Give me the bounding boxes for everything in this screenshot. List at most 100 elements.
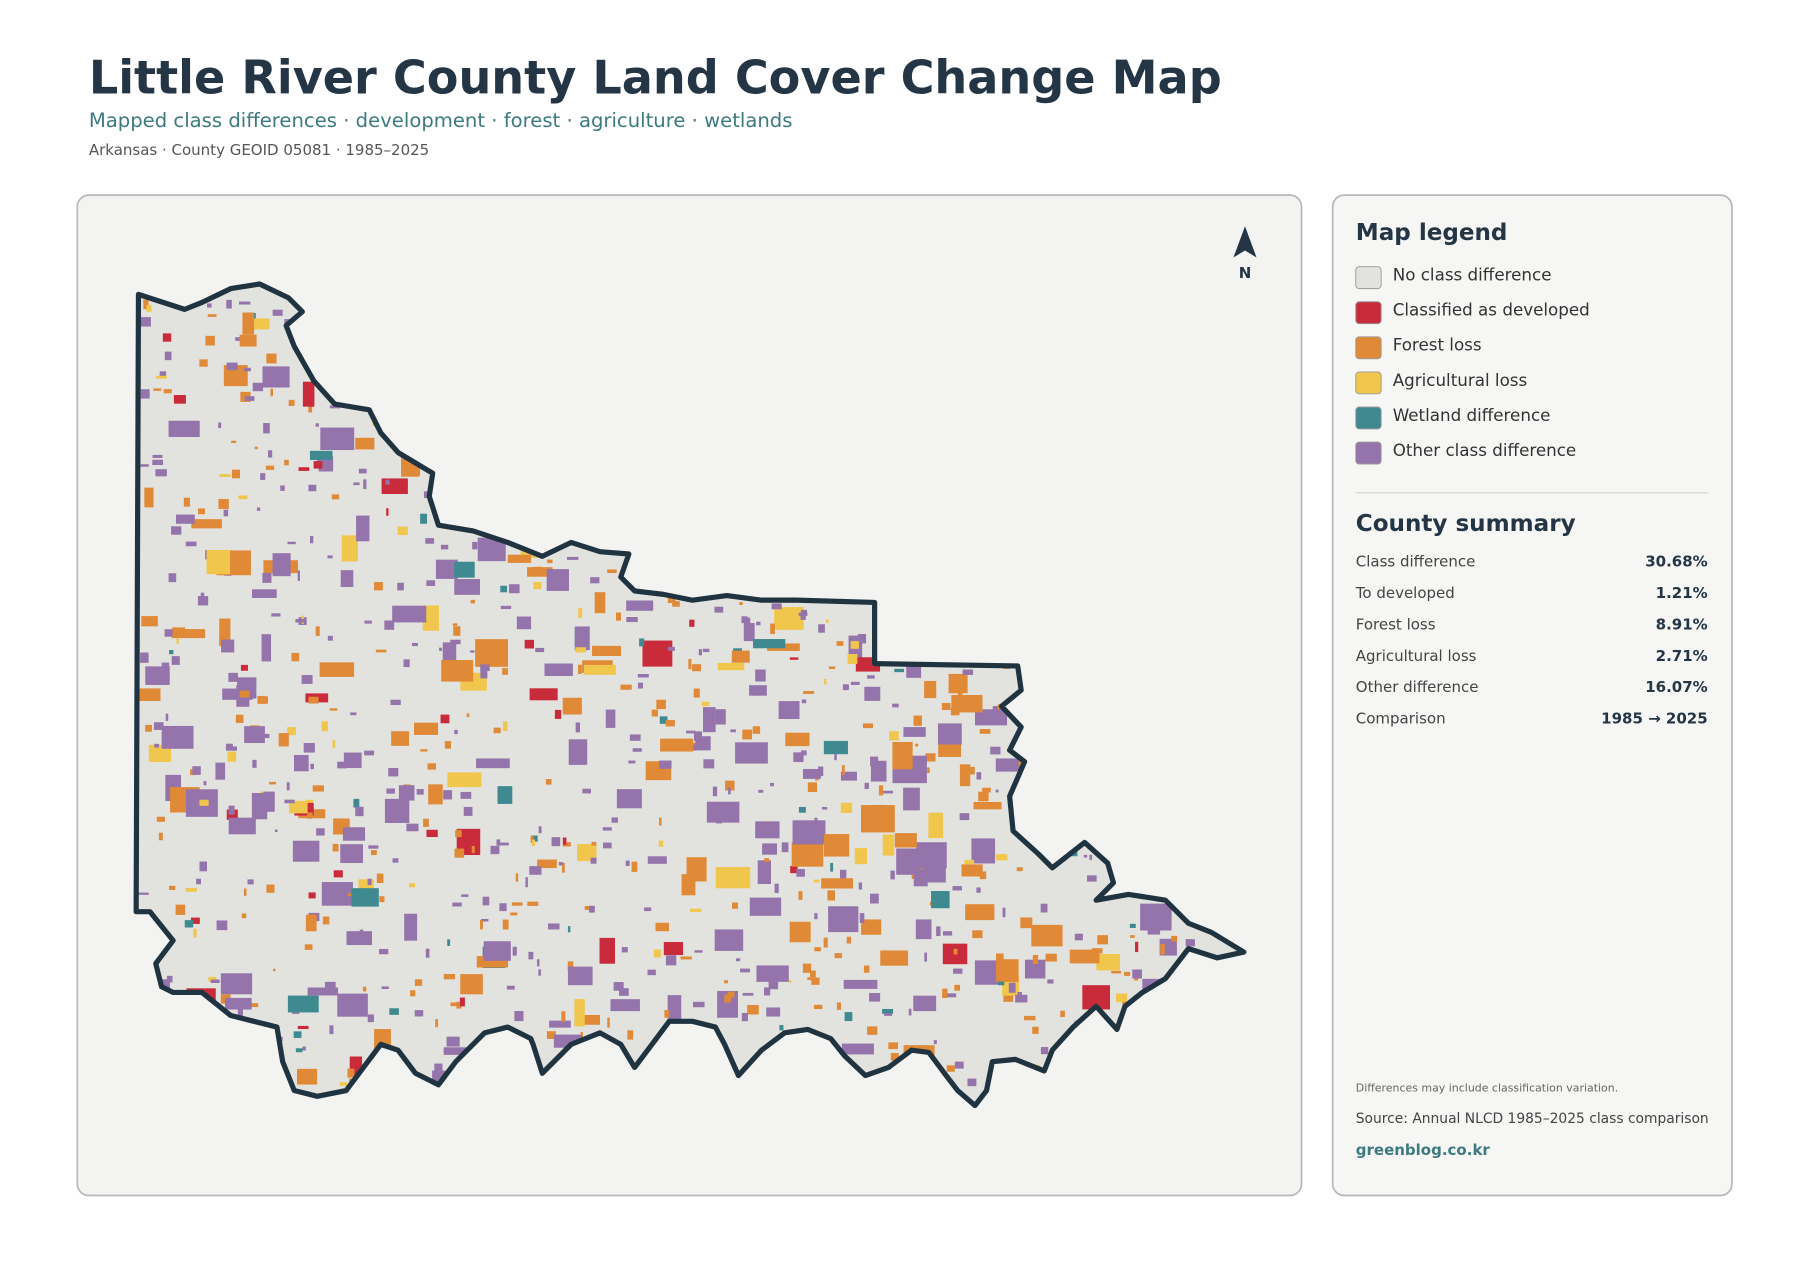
change-patch bbox=[847, 654, 858, 664]
change-patch bbox=[823, 834, 850, 857]
change-patch bbox=[611, 817, 618, 823]
change-patch bbox=[443, 1047, 469, 1055]
change-patch bbox=[615, 612, 621, 621]
change-patch bbox=[665, 720, 675, 727]
change-patch bbox=[925, 753, 936, 762]
change-patch bbox=[990, 746, 1001, 755]
change-patch bbox=[913, 995, 937, 1012]
change-patch bbox=[442, 642, 457, 666]
legend-label: Classified as developed bbox=[1393, 300, 1590, 320]
change-patch bbox=[976, 887, 981, 893]
change-patch bbox=[828, 906, 859, 933]
change-patch bbox=[913, 715, 922, 726]
change-patch bbox=[862, 723, 874, 729]
change-patch bbox=[252, 759, 257, 768]
change-patch bbox=[463, 806, 473, 816]
change-patch bbox=[287, 995, 319, 1013]
change-patch bbox=[667, 596, 676, 604]
change-patch bbox=[508, 584, 520, 594]
change-patch bbox=[329, 708, 338, 711]
change-patch bbox=[1087, 875, 1097, 882]
change-patch bbox=[1032, 954, 1039, 964]
change-patch bbox=[414, 1010, 424, 1017]
change-patch bbox=[575, 647, 587, 653]
change-patch bbox=[271, 613, 281, 617]
change-patch bbox=[297, 1025, 309, 1030]
change-patch bbox=[409, 883, 416, 888]
change-patch bbox=[755, 669, 766, 682]
change-patch bbox=[715, 709, 726, 725]
change-patch bbox=[466, 713, 470, 718]
change-patch bbox=[594, 592, 606, 614]
change-patch bbox=[619, 988, 629, 996]
change-patch bbox=[210, 979, 220, 983]
change-patch bbox=[942, 988, 948, 998]
change-patch bbox=[472, 541, 478, 550]
change-patch bbox=[568, 739, 588, 765]
legend-swatch bbox=[1355, 371, 1382, 395]
change-patch bbox=[972, 930, 983, 939]
change-patch bbox=[529, 688, 558, 701]
change-patch bbox=[453, 626, 461, 636]
change-patch bbox=[441, 660, 474, 682]
change-patch bbox=[1047, 979, 1054, 984]
change-patch bbox=[200, 592, 205, 602]
change-patch bbox=[261, 733, 270, 739]
change-patch bbox=[867, 1026, 878, 1035]
change-patch bbox=[577, 843, 597, 862]
change-patch bbox=[826, 619, 829, 623]
change-patch bbox=[864, 686, 881, 701]
change-patch bbox=[702, 648, 710, 653]
change-patch bbox=[524, 639, 534, 649]
change-patch bbox=[173, 395, 186, 404]
change-patch bbox=[965, 904, 995, 921]
change-patch bbox=[171, 629, 206, 639]
change-patch bbox=[496, 839, 501, 846]
change-patch bbox=[788, 980, 792, 983]
change-patch bbox=[322, 916, 330, 925]
change-patch bbox=[858, 633, 867, 644]
change-patch bbox=[397, 582, 404, 591]
change-patch bbox=[562, 862, 565, 873]
change-patch bbox=[390, 699, 401, 706]
change-patch bbox=[616, 789, 642, 809]
change-patch bbox=[982, 787, 991, 793]
change-patch bbox=[644, 907, 652, 912]
change-patch bbox=[196, 878, 201, 885]
change-patch bbox=[732, 902, 738, 909]
change-patch bbox=[244, 726, 265, 743]
change-patch bbox=[996, 953, 1004, 961]
change-patch bbox=[1017, 992, 1022, 1000]
change-patch bbox=[870, 893, 879, 904]
change-patch bbox=[584, 906, 593, 910]
change-patch bbox=[454, 848, 465, 858]
change-patch bbox=[531, 839, 536, 847]
change-patch bbox=[562, 837, 567, 845]
change-patch bbox=[693, 1001, 705, 1008]
change-patch bbox=[959, 813, 970, 821]
change-patch bbox=[830, 862, 834, 872]
change-patch bbox=[220, 973, 253, 995]
change-patch bbox=[1135, 941, 1139, 953]
change-patch bbox=[821, 878, 854, 889]
change-patch bbox=[823, 937, 828, 948]
change-patch bbox=[356, 515, 370, 542]
change-patch bbox=[717, 662, 745, 671]
change-patch bbox=[329, 405, 340, 409]
change-patch bbox=[161, 725, 194, 749]
change-patch bbox=[171, 526, 182, 535]
change-patch bbox=[599, 937, 615, 964]
change-patch bbox=[944, 725, 955, 736]
change-patch bbox=[223, 365, 248, 387]
change-patch bbox=[701, 701, 710, 707]
change-patch bbox=[450, 1002, 460, 1007]
summary-value: 30.68% bbox=[1645, 553, 1707, 571]
change-patch bbox=[374, 582, 383, 591]
change-patch bbox=[882, 834, 895, 856]
change-patch bbox=[818, 766, 824, 777]
change-patch bbox=[389, 1008, 399, 1015]
change-patch bbox=[602, 827, 612, 831]
change-patch bbox=[312, 785, 324, 792]
change-patch bbox=[154, 743, 159, 748]
